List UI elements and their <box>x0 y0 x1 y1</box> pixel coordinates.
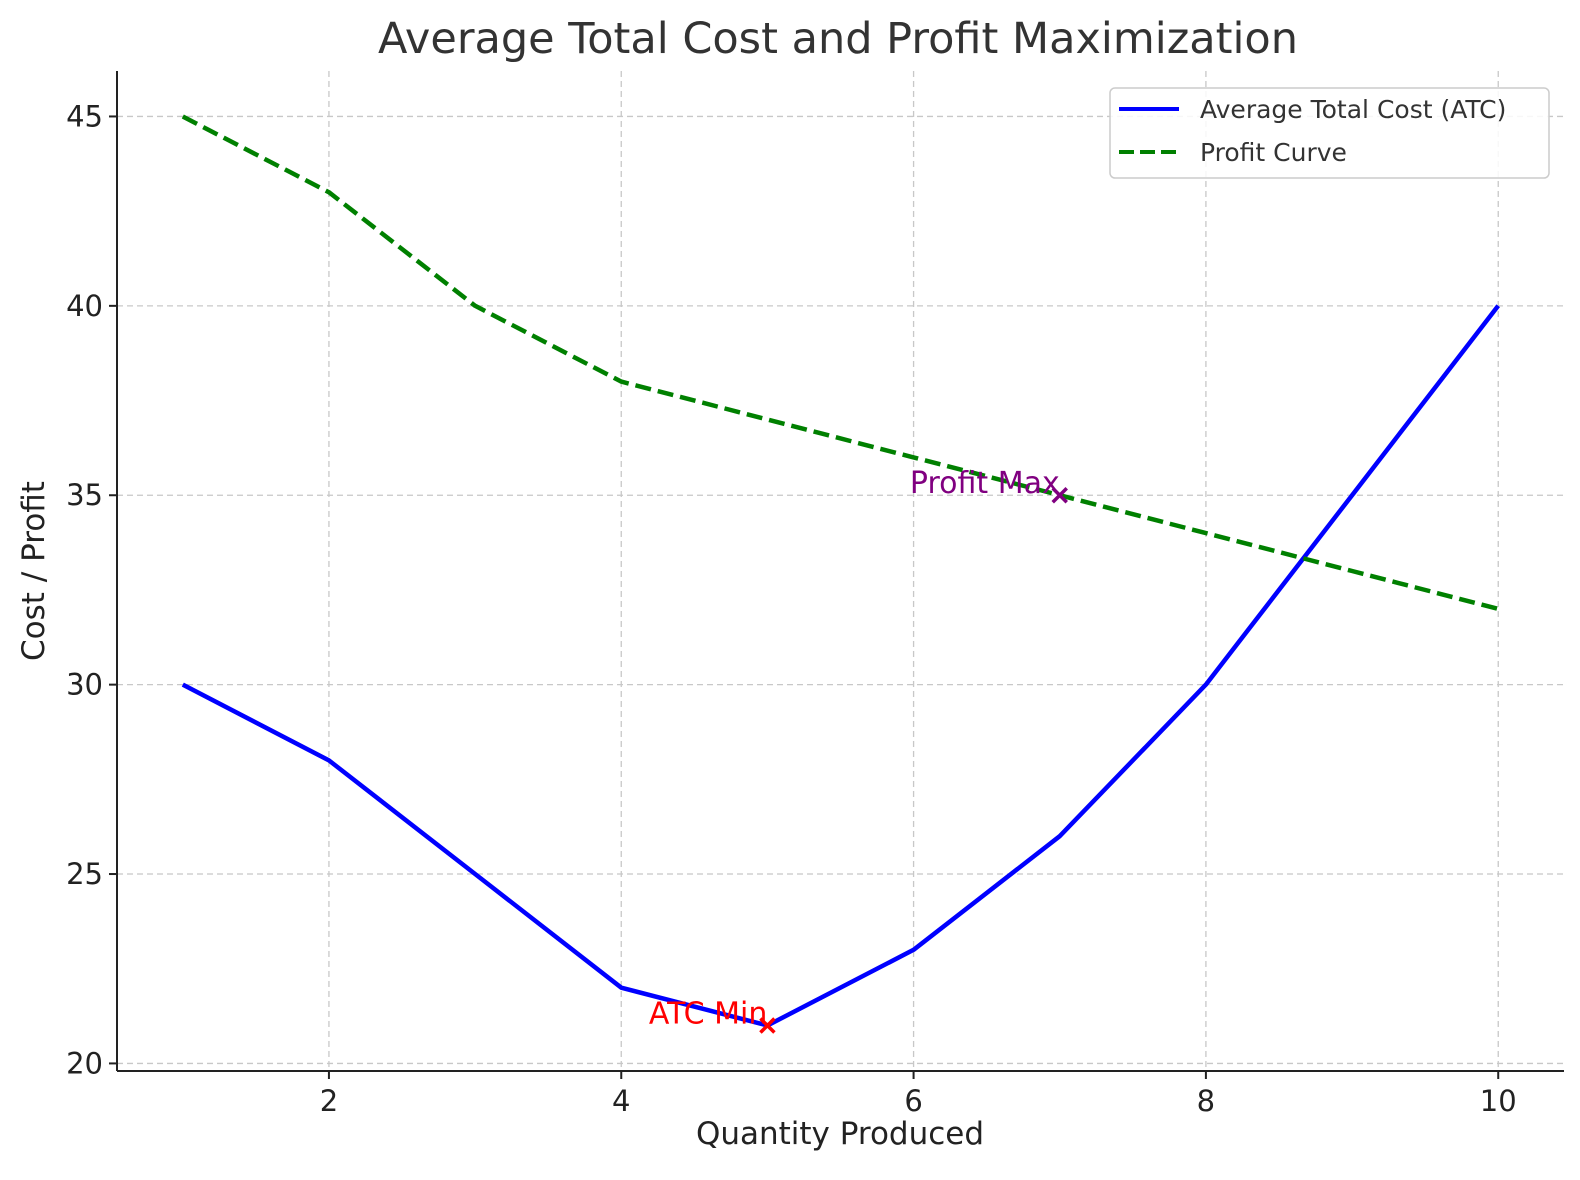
y-tick-label: 45 <box>66 99 103 133</box>
legend-box <box>1109 87 1550 179</box>
legend: Average Total Cost (ATC) Profit Curve <box>1109 87 1550 179</box>
series-line-profit <box>181 114 1499 612</box>
y-tick-label: 30 <box>66 668 103 702</box>
grid <box>117 71 1564 1071</box>
annotation-label: ATC Min <box>649 997 767 1032</box>
annotations: ATC Min Profit Max <box>649 466 1068 1034</box>
y-tick-label: 40 <box>66 289 103 323</box>
series-lines <box>181 114 1500 1028</box>
x-tick-label: 6 <box>904 1084 922 1118</box>
x-tick-label: 10 <box>1480 1084 1517 1118</box>
annotation-label: Profit Max <box>910 466 1060 501</box>
x-axis-label: Quantity Produced <box>696 1116 984 1152</box>
y-tick-label: 20 <box>66 1046 103 1080</box>
y-tick-label: 35 <box>66 478 103 512</box>
chart-title: Average Total Cost and Profit Maximizati… <box>378 14 1298 64</box>
annotation-marker <box>759 1017 776 1034</box>
x-marker-stroke <box>759 1017 776 1034</box>
series-line-atc <box>181 304 1500 1028</box>
legend-label-atc: Average Total Cost (ATC) <box>1200 95 1506 124</box>
x-tick-label: 8 <box>1197 1084 1215 1118</box>
y-axis-label: Cost / Profit <box>16 481 52 661</box>
axes <box>116 71 1564 1072</box>
y-tick-label: 25 <box>66 857 103 891</box>
x-tick-label: 4 <box>612 1084 630 1118</box>
x-marker-stroke <box>1051 487 1068 504</box>
ticks: 2 4 6 8 10 20 25 30 35 40 45 <box>66 99 1517 1118</box>
legend-label-profit: Profit Curve <box>1200 138 1347 167</box>
x-tick-label: 2 <box>320 1084 338 1118</box>
annotation-marker <box>1051 487 1068 504</box>
